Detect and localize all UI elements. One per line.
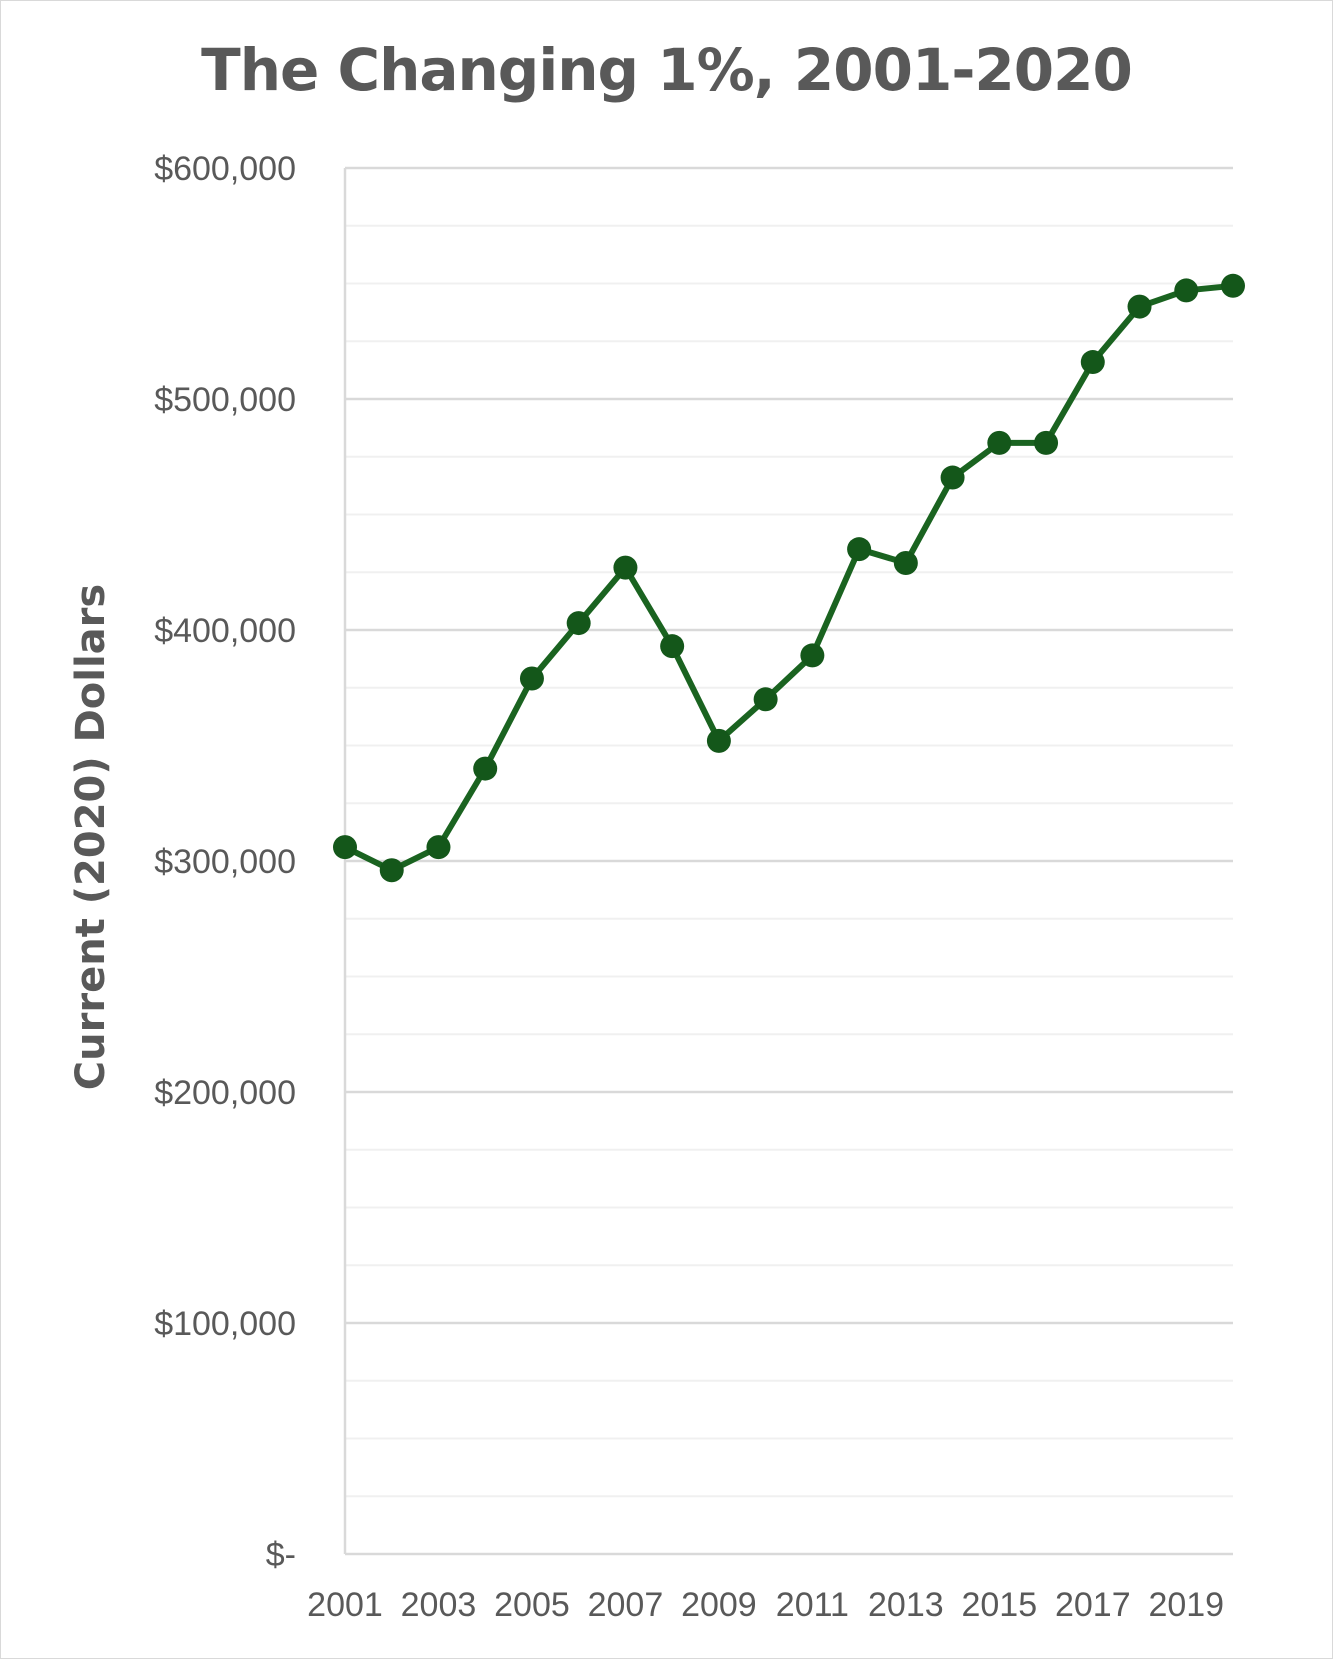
data-point — [613, 555, 638, 580]
y-tick-label: $500,000 — [154, 381, 296, 419]
data-point — [1174, 278, 1199, 303]
x-tick-label: 2007 — [588, 1586, 664, 1624]
x-tick-labels: 2001 2003 2005 2007 2009 2011 2013 2015 2017 2019 — [307, 1586, 1224, 1624]
data-point — [940, 465, 965, 490]
series-group — [333, 273, 1245, 883]
data-point — [333, 835, 357, 860]
x-tick-label: 2003 — [401, 1586, 477, 1624]
data-point — [473, 756, 498, 781]
data-point — [1034, 430, 1059, 455]
y-tick-label: $100,000 — [154, 1305, 296, 1343]
x-tick-label: 2005 — [494, 1586, 570, 1624]
data-point — [426, 835, 451, 860]
y-tick-label: $300,000 — [154, 843, 296, 881]
data-point — [987, 430, 1012, 455]
data-point — [1080, 350, 1105, 375]
minor-gridlines — [345, 224, 1233, 1498]
data-point — [566, 611, 591, 636]
y-tick-label: $200,000 — [154, 1074, 296, 1112]
x-tick-label: 2009 — [681, 1586, 757, 1624]
x-tick-label: 2017 — [1055, 1586, 1131, 1624]
data-point — [706, 728, 731, 753]
data-point — [519, 666, 544, 691]
x-tick-label: 2015 — [961, 1586, 1037, 1624]
data-point — [753, 687, 778, 712]
data-point — [660, 634, 685, 659]
x-tick-label: 2011 — [776, 1586, 849, 1624]
data-point — [379, 858, 404, 883]
x-tick-label: 2001 — [307, 1586, 383, 1624]
data-point — [893, 551, 918, 576]
series-line — [343, 282, 1234, 874]
data-point — [847, 537, 872, 562]
x-tick-label: 2013 — [868, 1586, 944, 1624]
y-tick-label: $400,000 — [154, 612, 296, 650]
chart-title: The Changing 1%, 2001-2020 — [201, 36, 1133, 104]
y-tick-label: $600,000 — [154, 150, 296, 188]
y-tick-labels: $- $100,000 $200,000 $300,000 $400,000 $500,0… — [154, 150, 296, 1574]
y-axis-title: Current (2020) Dollars — [68, 584, 114, 1090]
data-point — [800, 643, 825, 668]
x-tick-label: 2019 — [1148, 1586, 1224, 1624]
major-gridlines — [345, 166, 1233, 1325]
y-tick-label: $- — [266, 1536, 296, 1574]
data-point — [1127, 294, 1152, 319]
data-point — [1221, 273, 1245, 298]
